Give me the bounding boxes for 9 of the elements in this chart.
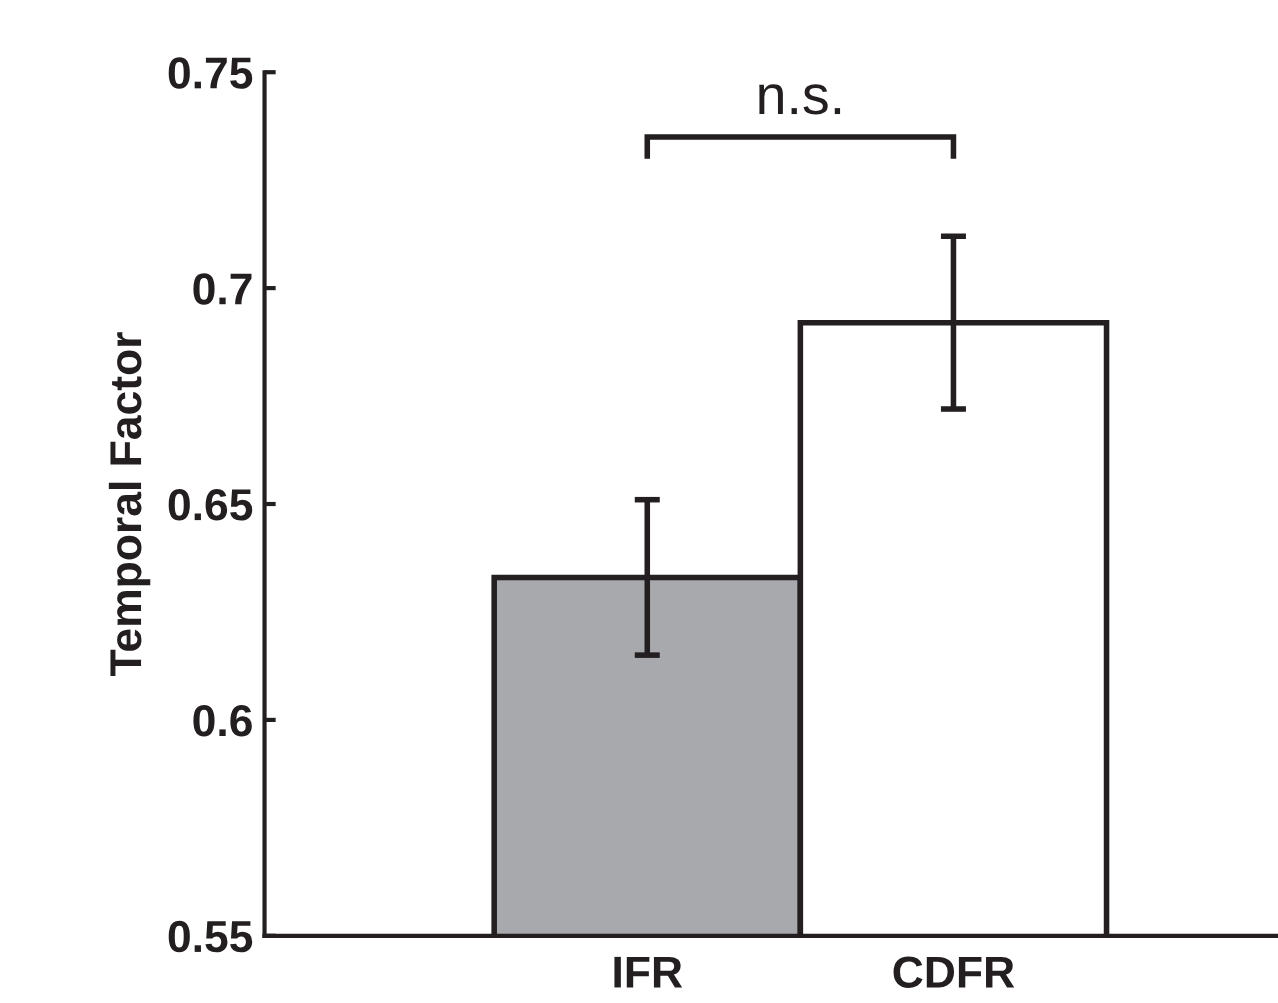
x-tick-label: IFR (614, 956, 683, 988)
y-tick-label: 0.6 (193, 704, 252, 737)
x-tick-label: CDFR (893, 956, 1015, 988)
y-tick-label: 0.75 (168, 57, 253, 89)
y-tick-label: 0.65 (168, 489, 253, 521)
y-tick-label: 0.7 (193, 273, 252, 305)
y-axis-title: Temporal Factor (108, 332, 151, 676)
annotation: n.s. (759, 84, 841, 115)
y-tick-label: 0.55 (168, 920, 253, 953)
